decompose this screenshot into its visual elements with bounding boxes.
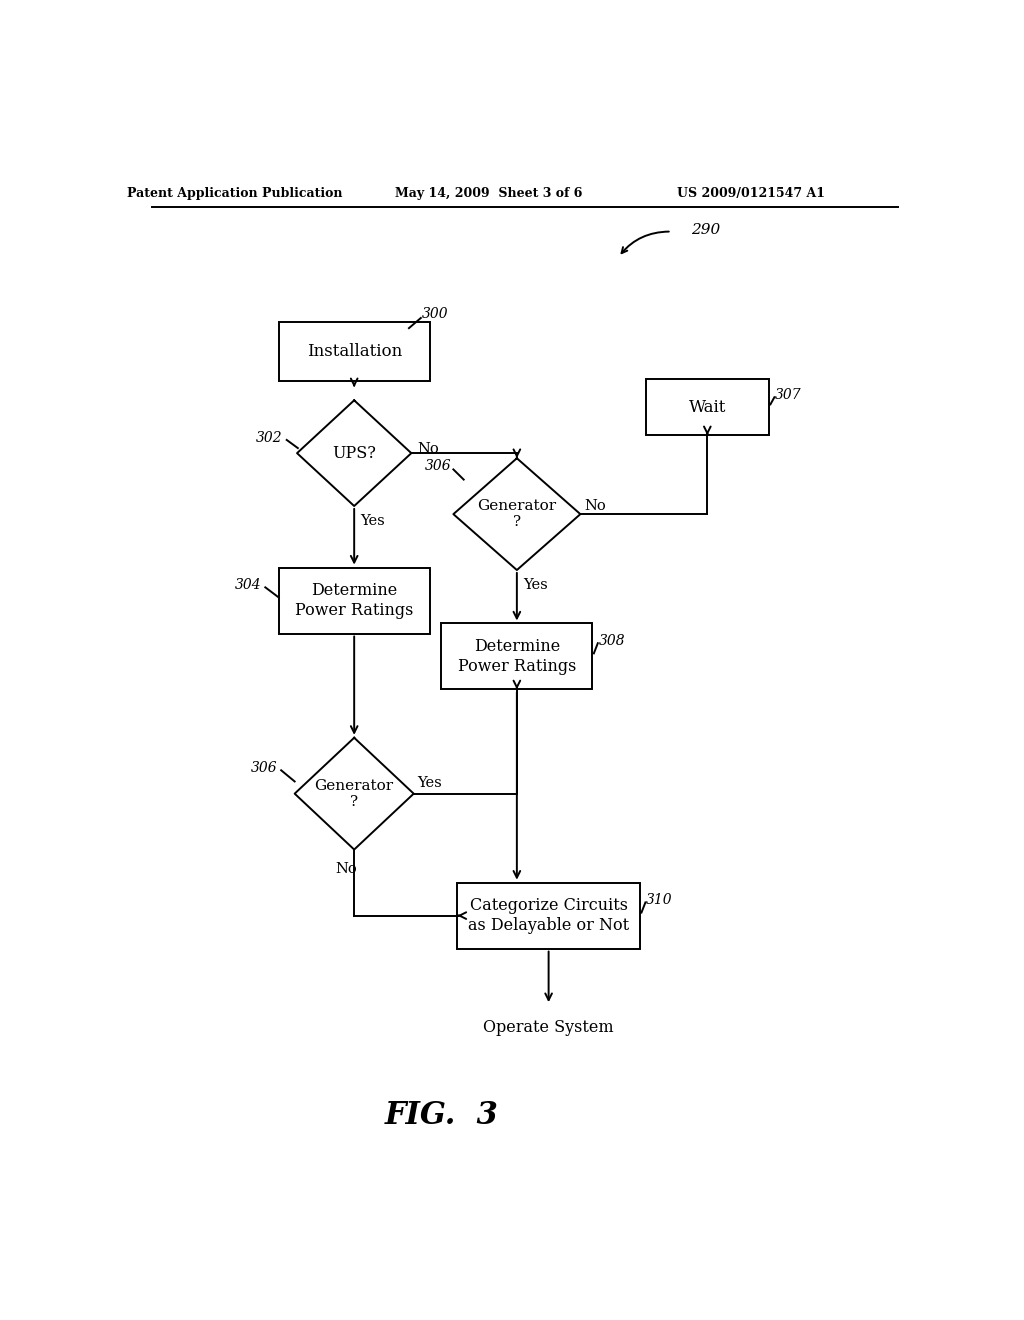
- Text: 306: 306: [425, 459, 452, 474]
- Text: FIG.  3: FIG. 3: [385, 1101, 499, 1131]
- Text: No: No: [585, 499, 606, 513]
- Text: Yes: Yes: [523, 578, 548, 593]
- Text: Installation: Installation: [306, 343, 401, 360]
- Text: Wait: Wait: [689, 399, 726, 416]
- Polygon shape: [297, 400, 412, 506]
- Bar: [279, 568, 430, 634]
- Text: US 2009/0121547 A1: US 2009/0121547 A1: [677, 187, 825, 199]
- Text: Yes: Yes: [360, 515, 385, 528]
- Text: 290: 290: [691, 223, 721, 236]
- Text: 307: 307: [775, 388, 802, 403]
- Bar: [441, 623, 592, 689]
- Text: No: No: [418, 442, 439, 457]
- Text: No: No: [336, 862, 357, 875]
- Text: Patent Application Publication: Patent Application Publication: [127, 187, 343, 199]
- Text: Generator
?: Generator ?: [314, 779, 394, 809]
- Text: 310: 310: [646, 894, 673, 907]
- Text: Determine
Power Ratings: Determine Power Ratings: [458, 638, 577, 675]
- Text: UPS?: UPS?: [332, 445, 376, 462]
- Bar: [646, 379, 769, 436]
- Bar: [279, 322, 430, 381]
- Text: 304: 304: [234, 578, 261, 593]
- Text: 306: 306: [251, 762, 278, 775]
- Text: May 14, 2009  Sheet 3 of 6: May 14, 2009 Sheet 3 of 6: [395, 187, 583, 199]
- Polygon shape: [295, 738, 414, 850]
- Text: Categorize Circuits
as Delayable or Not: Categorize Circuits as Delayable or Not: [468, 898, 629, 935]
- Text: 308: 308: [599, 634, 626, 648]
- Text: Operate System: Operate System: [483, 1019, 614, 1036]
- Text: Determine
Power Ratings: Determine Power Ratings: [295, 582, 414, 619]
- Polygon shape: [454, 458, 581, 570]
- Text: 302: 302: [256, 430, 283, 445]
- Text: Generator
?: Generator ?: [477, 499, 556, 529]
- Text: 300: 300: [422, 308, 449, 321]
- Bar: [458, 883, 640, 949]
- Text: Yes: Yes: [418, 776, 442, 791]
